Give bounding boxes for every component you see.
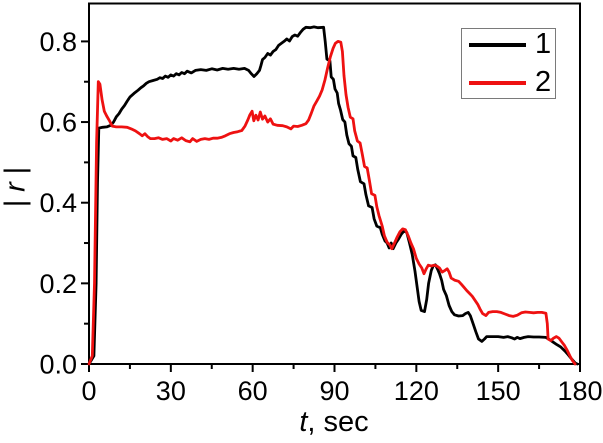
series-2-curve (87, 40, 577, 366)
y-tick-label: 0.6 (39, 108, 77, 138)
legend-line-swatch-series1 (469, 42, 526, 47)
y-tick-label: 0.8 (39, 27, 77, 57)
x-tick-label: 60 (238, 376, 268, 406)
x-axis-label-rest: , sec (307, 406, 369, 438)
y-tick-label: 0.4 (39, 188, 77, 218)
y-axis-label: | r | (0, 147, 33, 227)
x-tick-label: 30 (156, 376, 186, 406)
x-tick-label: 150 (476, 376, 521, 406)
x-axis-label: t, sec (299, 406, 368, 439)
y-axis-label-var: r (0, 181, 32, 192)
y-axis-label-post: | (0, 165, 32, 175)
legend-line-swatch-series2 (469, 80, 526, 85)
legend-label-series1: 1 (535, 28, 552, 60)
legend-label-series2: 2 (535, 66, 552, 98)
y-axis-label-pre: | (0, 198, 32, 208)
legend-entry-2: 2 (469, 68, 555, 97)
x-tick-label: 90 (319, 376, 349, 406)
series-1-curve (87, 25, 579, 366)
legend: 1 2 (461, 28, 556, 99)
y-tick-label: 0.0 (39, 350, 77, 380)
x-tick-label: 120 (394, 376, 439, 406)
x-tick-label: 0 (81, 376, 96, 406)
legend-entry-1: 1 (469, 30, 555, 59)
y-tick-label: 0.2 (39, 269, 77, 299)
x-axis-label-var: t (299, 406, 308, 438)
x-tick-label: 180 (557, 376, 602, 406)
